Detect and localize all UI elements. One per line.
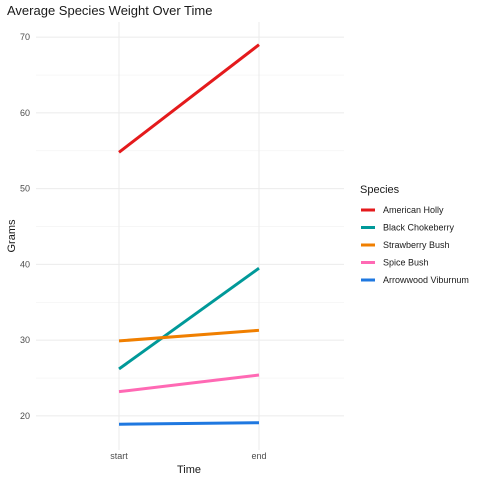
y-tick-label: 60 <box>20 108 30 118</box>
series-line-spice-bush <box>118 373 260 394</box>
series-line-black-chokeberry <box>118 266 260 371</box>
series-line-arrowwood-viburnum <box>118 421 260 426</box>
legend-label: Strawberry Bush <box>383 240 450 250</box>
legend-label: American Holly <box>383 205 444 215</box>
x-axis-ticks: start end <box>110 451 266 461</box>
y-axis-title: Grams <box>6 219 18 253</box>
y-tick-label: 20 <box>20 411 30 421</box>
y-tick-label: 30 <box>20 335 30 345</box>
y-axis-ticks: 20 30 40 50 60 70 <box>20 32 30 421</box>
y-tick-label: 70 <box>20 32 30 42</box>
legend-title: Species <box>360 184 400 196</box>
y-tick-label: 40 <box>20 259 30 269</box>
x-tick-label: end <box>251 451 266 461</box>
chart-title: Average Species Weight Over Time <box>7 3 212 18</box>
y-tick-label: 50 <box>20 184 30 194</box>
series-line-strawberry-bush <box>118 328 260 343</box>
series-line-american-holly <box>118 43 260 154</box>
legend-label: Spice Bush <box>383 258 429 268</box>
legend-label: Arrowwood Viburnum <box>383 275 469 285</box>
plot-panel <box>36 22 344 450</box>
series-lines <box>118 43 260 426</box>
grid-lines <box>36 22 344 450</box>
x-tick-label: start <box>110 451 128 461</box>
legend-label: Black Chokeberry <box>383 223 455 233</box>
x-axis-title: Time <box>177 464 201 476</box>
legend: American Holly Black Chokeberry Strawberry… <box>361 205 469 285</box>
